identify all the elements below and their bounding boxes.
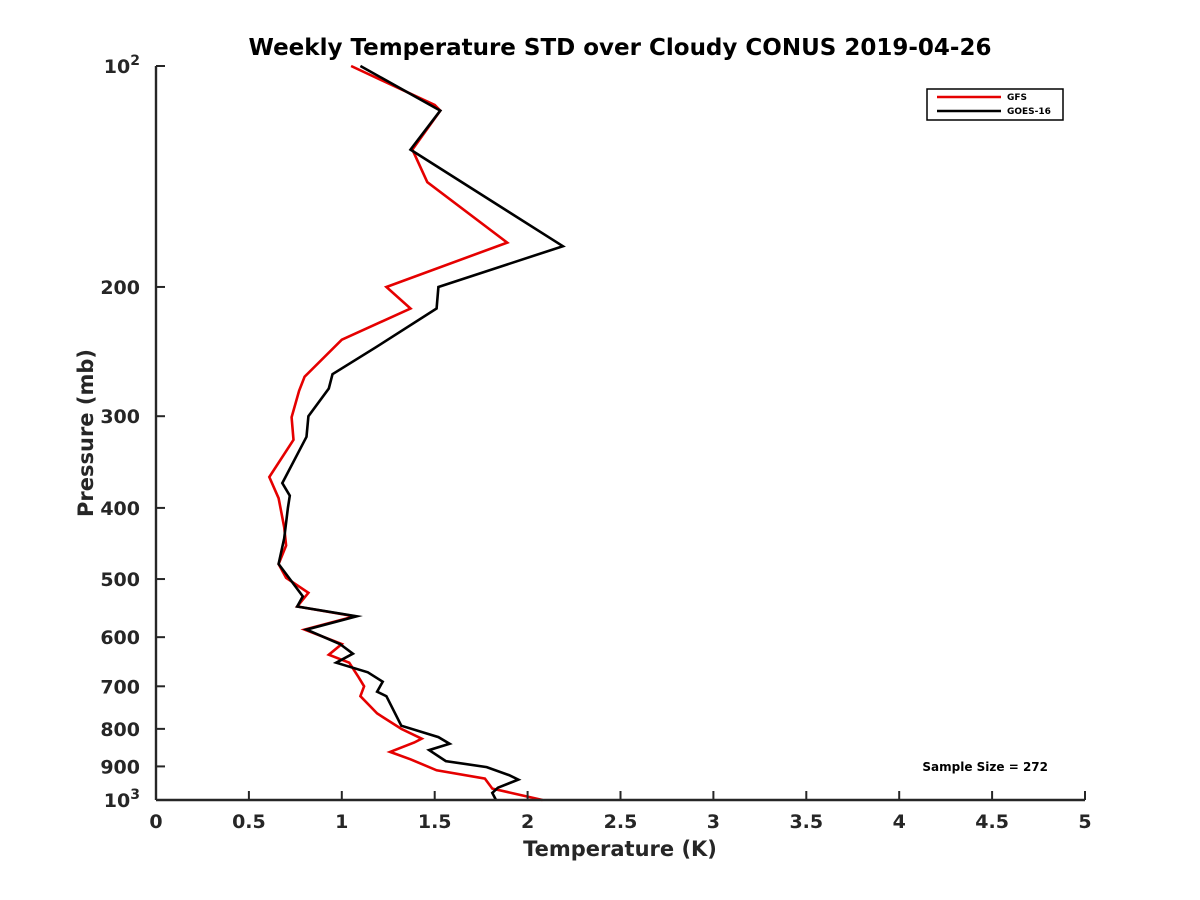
x-tick-label: 5 xyxy=(1078,811,1091,833)
x-tick-label: 2 xyxy=(521,811,534,833)
x-tick-label: 2.5 xyxy=(604,811,638,833)
y-tick-label: 900 xyxy=(100,756,140,778)
legend-label: GOES-16 xyxy=(1007,107,1051,117)
chart-title: Weekly Temperature STD over Cloudy CONUS… xyxy=(249,35,992,61)
y-tick-label: 500 xyxy=(100,569,140,591)
x-tick-label: 3.5 xyxy=(789,811,823,833)
legend: GFS GOES-16 xyxy=(926,88,1064,121)
x-tick-label: 3 xyxy=(707,811,720,833)
x-tick-label: 4.5 xyxy=(975,811,1009,833)
x-tick-label: 1 xyxy=(335,811,348,833)
legend-box xyxy=(926,88,1064,121)
x-axis-title: Temperature (K) xyxy=(523,837,717,861)
y-tick-label: 800 xyxy=(100,719,140,741)
y-ticks: 102 200 300 400 500 600 700 800 900 103 xyxy=(100,53,165,812)
x-tick-label: 0 xyxy=(149,811,162,833)
x-tick-label: 1.5 xyxy=(418,811,452,833)
y-tick-label: 200 xyxy=(100,277,140,299)
y-tick-label: 300 xyxy=(100,406,140,428)
y-tick-label: 700 xyxy=(100,676,140,698)
legend-label: GFS xyxy=(1007,93,1027,103)
y-tick-label: 600 xyxy=(100,627,140,649)
x-tick-label: 4 xyxy=(893,811,906,833)
legend-items: GFS GOES-16 xyxy=(937,93,1051,117)
y-tick-label: 400 xyxy=(100,498,140,520)
sample-size-annotation: Sample Size = 272 xyxy=(922,760,1048,774)
y-tick-label: 103 xyxy=(104,787,140,812)
plot-lines xyxy=(267,64,566,802)
series-line-gfs xyxy=(267,64,543,802)
x-ticks: 0 0.5 1 1.5 2 2.5 3 3.5 4 4.5 5 xyxy=(149,791,1092,833)
series-line-goes-16 xyxy=(277,64,566,801)
x-tick-label: 0.5 xyxy=(232,811,266,833)
y-axis-title: Pressure (mb) xyxy=(74,349,98,517)
y-tick-label: 102 xyxy=(104,53,140,78)
